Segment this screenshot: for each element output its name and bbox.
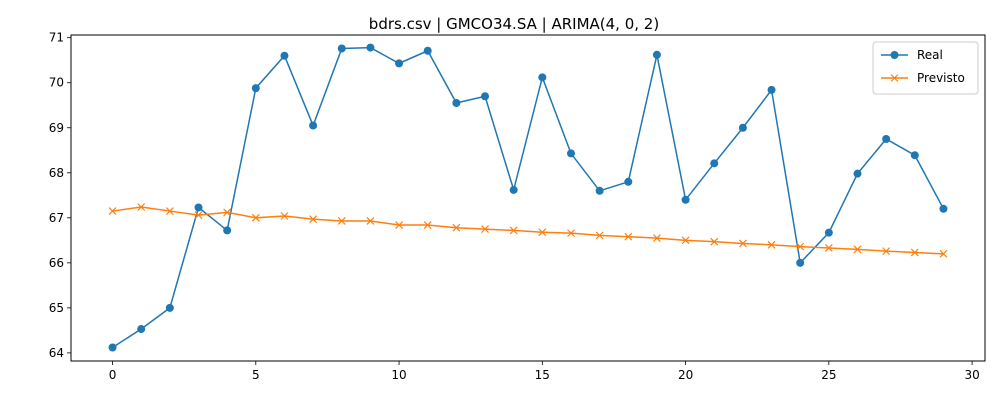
data-point-previsto (423, 221, 432, 229)
data-point-real (853, 169, 862, 178)
data-point-previsto (309, 215, 318, 224)
data-point-previsto (481, 225, 489, 233)
data-point-previsto (108, 207, 117, 215)
legend-label-previsto: Previsto (917, 71, 965, 85)
data-point-real (652, 50, 661, 59)
data-point-previsto (509, 226, 518, 235)
data-point-real (796, 258, 805, 267)
data-point-real (910, 151, 919, 160)
data-point-real (824, 228, 833, 237)
legend-marker-previsto (890, 74, 899, 82)
data-point-previsto (767, 240, 776, 249)
series-line-real (112, 46, 945, 349)
data-point-previsto (194, 211, 203, 220)
data-point-real (767, 85, 776, 94)
y-tick-label: 68 (49, 166, 64, 180)
y-tick-label: 70 (49, 76, 64, 90)
data-point-previsto (738, 239, 747, 248)
data-point-real (595, 186, 604, 195)
data-point-real (566, 149, 575, 158)
data-point-real (481, 92, 490, 101)
data-point-real (509, 185, 518, 194)
data-point-real (251, 84, 260, 93)
x-tick-label: 0 (109, 368, 117, 382)
x-tick-label: 25 (821, 368, 836, 382)
data-point-real (223, 226, 232, 235)
data-point-real (538, 73, 547, 82)
legend-marker-real (890, 51, 899, 59)
data-point-previsto (910, 248, 919, 257)
data-point-real (194, 203, 203, 212)
data-point-real (337, 44, 346, 53)
data-point-real (395, 59, 404, 68)
plot-frame (70, 34, 986, 362)
data-point-previsto (165, 207, 174, 215)
data-point-real (624, 177, 633, 186)
data-point-previsto (824, 244, 833, 252)
data-point-real (452, 98, 461, 107)
data-point-real (165, 303, 174, 312)
data-point-previsto (595, 231, 604, 240)
data-point-previsto (251, 213, 260, 222)
y-tick-label: 69 (49, 121, 64, 135)
x-tick-label: 30 (964, 368, 979, 382)
data-point-previsto (452, 223, 461, 232)
x-tick-label: 20 (678, 368, 693, 382)
data-point-real (882, 135, 891, 144)
data-point-previsto (137, 203, 146, 211)
data-point-previsto (853, 245, 862, 254)
x-tick-label: 10 (391, 368, 406, 382)
data-point-previsto (538, 228, 547, 237)
data-point-real (309, 121, 318, 130)
data-point-previsto (653, 234, 661, 242)
data-point-real (939, 204, 948, 213)
data-point-previsto (223, 208, 232, 217)
data-point-previsto (280, 212, 289, 220)
data-point-real (137, 325, 146, 334)
data-point-previsto (710, 237, 719, 246)
data-point-previsto (796, 242, 805, 251)
data-point-previsto (624, 232, 633, 241)
data-point-previsto (681, 236, 690, 245)
y-tick-label: 65 (49, 301, 64, 315)
y-tick-label: 66 (49, 256, 64, 270)
data-point-previsto (366, 217, 375, 225)
y-tick-label: 67 (49, 211, 64, 225)
y-tick-label: 64 (49, 346, 64, 360)
data-point-real (710, 159, 719, 168)
chart-title: bdrs.csv | GMCO34.SA | ARIMA(4, 0, 2) (369, 15, 659, 33)
data-point-previsto (939, 249, 948, 258)
data-point-previsto (337, 217, 346, 225)
x-tick-label: 15 (535, 368, 550, 382)
y-tick-label: 71 (49, 31, 64, 45)
axis-ticks: 0 5 10 15 20 25 30 64 65 66 67 68 69 70 71 (49, 31, 980, 382)
data-point-previsto (395, 221, 403, 229)
data-point-real (738, 123, 747, 132)
data-point-real (681, 195, 690, 204)
data-point-real (423, 46, 432, 55)
x-tick-label: 5 (252, 368, 260, 382)
data-point-real (108, 343, 117, 352)
legend-label-real: Real (917, 48, 943, 62)
data-point-previsto (567, 229, 575, 238)
series-line-previsto (112, 206, 944, 255)
data-point-real (280, 51, 289, 60)
legend: Real Previsto (872, 41, 979, 95)
series-layer (108, 43, 948, 352)
data-point-previsto (882, 247, 891, 256)
data-point-real (366, 43, 375, 52)
